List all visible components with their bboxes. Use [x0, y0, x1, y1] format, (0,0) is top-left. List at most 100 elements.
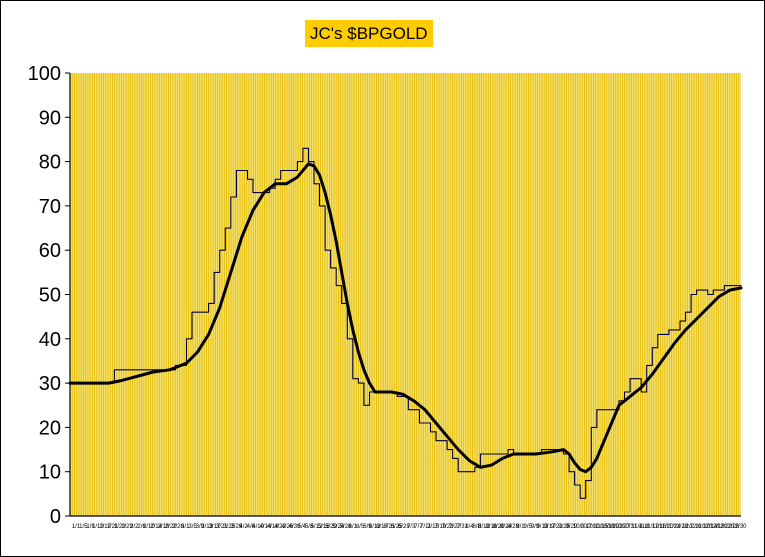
x-tick-label: 12/14: [702, 524, 718, 530]
x-tick-label: 5/8: [305, 524, 314, 530]
x-tick-label: 6/9: [363, 524, 372, 530]
x-tick-label: 7/27: [449, 524, 461, 530]
x-tick-label: 10/19: [600, 524, 616, 530]
x-tick-label: 3/25: [223, 524, 235, 530]
x-tick-label: 2/6: [137, 524, 146, 530]
y-tick-label: 40: [39, 329, 61, 351]
x-tick-label: 11/12: [644, 524, 659, 530]
y-tick-label: 90: [39, 107, 61, 129]
x-tick-label: 9/17: [544, 524, 556, 530]
x-tick-label: 5/4: [298, 524, 307, 530]
x-tick-label: 7/19: [434, 524, 446, 530]
x-tick-label: 9/1: [516, 524, 525, 530]
x-tick-label: 9/5: [524, 524, 533, 530]
x-tick-label: 2/10: [143, 524, 155, 530]
x-tick-label: 8/16: [485, 524, 497, 530]
x-tick-label: 1/5: [79, 524, 88, 530]
y-tick-label: 50: [39, 285, 61, 307]
x-tick-label: 8/24: [500, 524, 512, 530]
x-tick-label: 8/4: [465, 524, 474, 530]
x-tick-label: 7/11: [420, 524, 432, 530]
x-tick-label: 10/3: [573, 524, 585, 530]
y-tick-label: 80: [39, 152, 61, 174]
x-tick-label: 1/21: [107, 524, 119, 530]
y-tick-label: 20: [39, 417, 61, 439]
x-tick-labels: 1/11/51/91/131/171/211/231/292/22/62/102…: [72, 524, 747, 530]
x-tick-label: 3/5: [188, 524, 197, 530]
x-tick-label: 2/18: [158, 524, 170, 530]
x-tick-label: 9/13: [536, 524, 548, 530]
x-tick-label: 6/21: [383, 524, 395, 530]
y-tick-labels: 0 10 20 30 40 50 60 70 80 90 100: [28, 63, 70, 528]
x-tick-label: 3/21: [216, 524, 228, 530]
x-tick-label: 12/30: [731, 524, 747, 530]
y-tick-label: 30: [39, 373, 61, 395]
x-tick-label: 12/6: [689, 524, 701, 530]
x-tick-label: 11/8: [639, 524, 651, 530]
vertical-gridlines: [71, 73, 740, 516]
moving-average-line: [68, 162, 743, 474]
x-tick-label: 7/31: [456, 524, 468, 530]
x-tick-label: 1/17: [99, 524, 111, 530]
x-tick-label: 11/20: [659, 524, 674, 530]
x-tick-label: 3/1: [181, 524, 190, 530]
x-tick-label: 3/29: [230, 524, 242, 530]
x-tick-label: 6/13: [369, 524, 381, 530]
y-tick-label: 70: [39, 196, 61, 218]
x-tick-label: 7/15: [427, 524, 439, 530]
x-tick-label: 7/3: [407, 524, 416, 530]
x-tick-label: 4/10: [252, 524, 264, 530]
x-tick-label: 9/25: [558, 524, 570, 530]
x-tick-label: 4/22: [274, 524, 286, 530]
x-tick-label: 2/22: [165, 524, 177, 530]
x-tick-label: 5/28: [340, 524, 352, 530]
x-tick-label: 12/22: [717, 524, 733, 530]
x-tick-label: 1/1: [72, 524, 81, 530]
x-tick-label: 10/7: [580, 524, 592, 530]
x-tick-label: 12/10: [695, 524, 711, 530]
x-tick-label: 11/28: [673, 524, 688, 530]
x-tick-label: 12/2: [682, 524, 694, 530]
x-tick-label: 9/9: [531, 524, 540, 530]
x-tick-label: 9/21: [551, 524, 563, 530]
x-tick-label: 12/26: [724, 524, 740, 530]
x-tick-label: 2/2: [130, 524, 139, 530]
x-tick-label: 2/26: [172, 524, 184, 530]
x-tick-label: 6/25: [391, 524, 403, 530]
x-tick-label: 8/20: [493, 524, 505, 530]
x-tick-label: 3/17: [209, 524, 221, 530]
x-tick-label: 3/9: [196, 524, 205, 530]
x-tick-label: 4/14: [260, 524, 272, 530]
y-tick-label: 60: [39, 240, 61, 262]
x-tick-label: 11/4: [631, 524, 643, 530]
x-tick-label: 10/23: [608, 524, 624, 530]
x-tick-label: 4/26: [281, 524, 293, 530]
x-tick-label: 6/5: [356, 524, 365, 530]
x-tick-label: 1/29: [121, 524, 133, 530]
x-tick-label: 5/20: [325, 524, 337, 530]
x-tick-label: 1/23: [114, 524, 126, 530]
x-tick-label: 4/18: [267, 524, 279, 530]
x-tick-label: 6/29: [398, 524, 410, 530]
x-tick-label: 8/28: [507, 524, 519, 530]
x-tick-label: 10/31: [622, 524, 638, 530]
x-tick-label: 12/18: [710, 524, 726, 530]
series-layer: [68, 147, 743, 499]
x-tick-label: 5/24: [332, 524, 344, 530]
x-tick-label: 10/15: [593, 524, 609, 530]
y-tick-label: 0: [50, 506, 61, 528]
x-tick-label: 4/2: [239, 524, 248, 530]
x-tick-label: 10/11: [586, 524, 601, 530]
y-tick-label: 10: [39, 462, 61, 484]
x-tick-label: 9/29: [566, 524, 578, 530]
x-tick-label: 1/9: [86, 524, 95, 530]
x-tick-label: 5/16: [318, 524, 330, 530]
x-tick-label: 3/13: [201, 524, 213, 530]
x-tick-label: 11/16: [652, 524, 667, 530]
x-tick-label: 1/13: [92, 524, 104, 530]
x-tick-label: 7/23: [442, 524, 454, 530]
x-tick-label: 6/17: [376, 524, 388, 530]
x-tick-label: 7/7: [414, 524, 423, 530]
x-tick-label: 5/12: [311, 524, 323, 530]
